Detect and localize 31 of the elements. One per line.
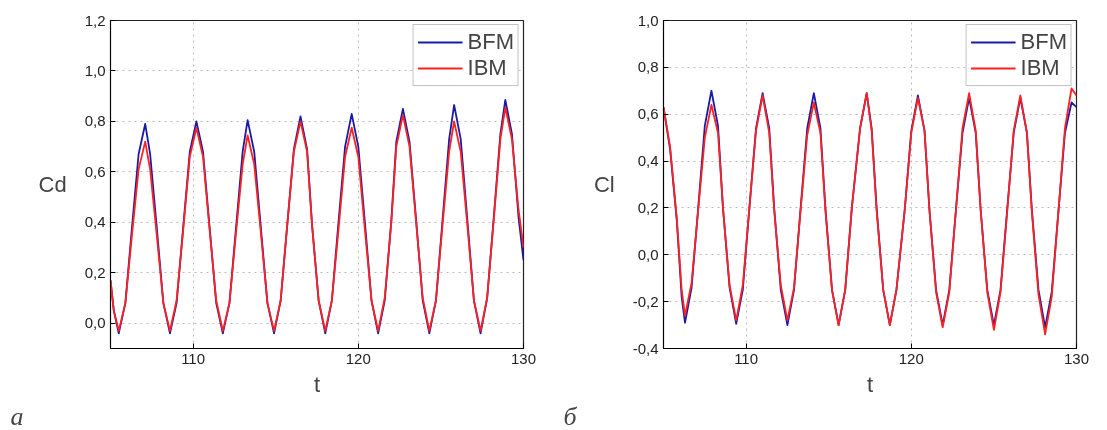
x-axis-title: t (866, 371, 874, 397)
y-tick-label: -0,4 (632, 339, 659, 357)
y-tick-label: 0,2 (637, 198, 659, 216)
x-tick-label: 110 (734, 349, 759, 367)
y-axis-title: Cd (38, 172, 67, 197)
y-tick-label: 0,8 (84, 112, 106, 130)
x-tick-label: 120 (898, 349, 924, 367)
legend-label: IBM (467, 55, 507, 81)
y-tick-label: 0,6 (637, 105, 659, 123)
y-tick-label: 1,0 (84, 61, 106, 79)
x-tick-label: 130 (510, 349, 537, 367)
legend-label: BFM (1020, 29, 1067, 55)
y-tick-label: 1,2 (84, 11, 106, 29)
legend-label: BFM (467, 29, 514, 55)
y-tick-label: 0,4 (84, 213, 106, 231)
x-tick-label: 130 (1063, 349, 1090, 367)
y-tick-label: -0,2 (632, 292, 659, 310)
y-tick-label: 0,0 (637, 245, 659, 263)
y-tick-label: 0,4 (637, 152, 659, 170)
y-tick-label: 0,8 (637, 58, 659, 76)
x-tick-label: 110 (181, 349, 206, 367)
y-tick-label: 1,0 (637, 11, 659, 29)
x-tick-label: 120 (345, 349, 371, 367)
x-axis-title: t (313, 371, 321, 397)
y-tick-label: 0,6 (84, 162, 106, 180)
text: а (10, 401, 24, 430)
y-tick-label: 0,0 (84, 314, 106, 332)
legend-label: IBM (1020, 55, 1060, 81)
text: б (563, 401, 578, 430)
y-tick-label: 0,2 (84, 263, 106, 281)
y-axis-title: Cl (593, 172, 615, 197)
